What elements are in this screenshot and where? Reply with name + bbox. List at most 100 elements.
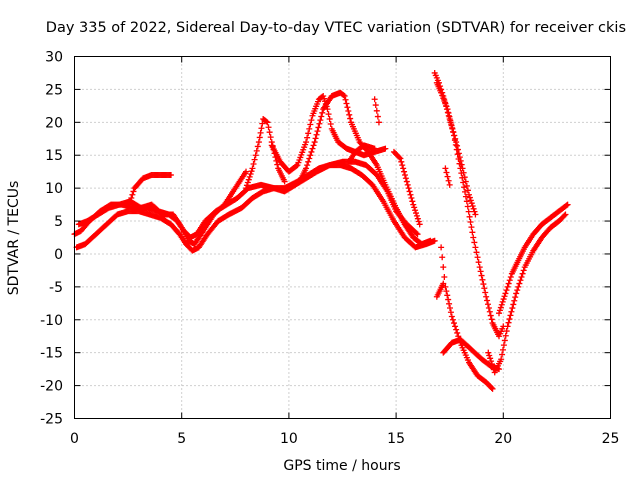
data-point bbox=[243, 185, 250, 192]
data-point bbox=[249, 165, 256, 172]
data-point bbox=[127, 198, 134, 205]
data-point bbox=[515, 283, 522, 290]
data-point bbox=[504, 323, 511, 330]
data-point bbox=[485, 305, 492, 312]
data-point bbox=[479, 276, 486, 283]
data-point bbox=[468, 200, 475, 207]
data-point bbox=[505, 280, 512, 287]
x-tick-label: 10 bbox=[280, 431, 298, 447]
data-point bbox=[438, 89, 445, 96]
x-tick-labels: 0 5 10 15 20 25 bbox=[70, 431, 619, 447]
data-point bbox=[499, 351, 506, 358]
y-tick-label: -20 bbox=[40, 379, 63, 395]
y-tick-label: 15 bbox=[45, 148, 63, 164]
data-point bbox=[414, 215, 421, 222]
data-point bbox=[458, 170, 465, 177]
data-point bbox=[441, 97, 448, 104]
data-point bbox=[371, 145, 378, 152]
data-point bbox=[397, 155, 404, 162]
data-point bbox=[471, 239, 478, 246]
data-series bbox=[433, 79, 507, 340]
chart-title: Day 335 of 2022, Sidereal Day-to-day VTE… bbox=[46, 20, 626, 36]
data-point bbox=[405, 185, 412, 192]
data-point bbox=[281, 178, 288, 185]
data-point bbox=[459, 174, 466, 181]
data-point bbox=[410, 201, 417, 208]
data-point bbox=[412, 207, 419, 214]
y-axis-label: SDTVAR / TECUs bbox=[6, 181, 22, 296]
data-point bbox=[372, 102, 379, 109]
data-point bbox=[413, 210, 420, 217]
data-point bbox=[314, 128, 321, 135]
data-point bbox=[263, 118, 270, 125]
data-point bbox=[345, 108, 352, 115]
plot-frame bbox=[74, 56, 611, 419]
data-point bbox=[255, 139, 262, 146]
data-point bbox=[465, 191, 472, 198]
data-point bbox=[462, 193, 469, 200]
data-point bbox=[445, 177, 452, 184]
data-point bbox=[413, 230, 420, 237]
data-point bbox=[443, 169, 450, 176]
data-point bbox=[463, 198, 470, 205]
data-point bbox=[513, 290, 520, 297]
data-point bbox=[449, 316, 456, 323]
data-point bbox=[453, 326, 460, 333]
data-point bbox=[266, 129, 273, 136]
data-point bbox=[253, 147, 260, 154]
x-axis-label: GPS time / hours bbox=[283, 458, 400, 474]
data-point bbox=[305, 130, 312, 137]
y-tick-label: -15 bbox=[40, 346, 63, 362]
data-point bbox=[485, 349, 492, 356]
data-point bbox=[467, 197, 474, 204]
data-point bbox=[438, 244, 445, 251]
data-layer bbox=[71, 69, 571, 392]
data-point bbox=[447, 117, 454, 124]
data-point bbox=[313, 131, 320, 138]
data-point bbox=[455, 155, 462, 162]
data-point bbox=[499, 298, 506, 305]
data-point bbox=[408, 195, 415, 202]
data-series bbox=[125, 171, 174, 211]
data-point bbox=[483, 293, 490, 300]
data-point bbox=[488, 316, 495, 323]
data-point bbox=[447, 309, 454, 316]
data-point bbox=[472, 244, 479, 251]
data-series bbox=[73, 162, 438, 254]
data-point bbox=[398, 158, 405, 165]
data-point bbox=[243, 182, 250, 189]
data-point bbox=[396, 154, 403, 161]
data-series bbox=[243, 116, 288, 192]
data-point bbox=[446, 113, 453, 120]
data-point bbox=[488, 384, 495, 391]
y-tick-label: -10 bbox=[40, 313, 63, 329]
data-point bbox=[448, 313, 455, 320]
data-point bbox=[130, 188, 137, 195]
data-point bbox=[446, 181, 453, 188]
data-point bbox=[510, 301, 517, 308]
data-point bbox=[409, 198, 416, 205]
y-tick-label: -5 bbox=[49, 280, 63, 296]
y-tick-label: 0 bbox=[54, 247, 63, 263]
data-point bbox=[476, 264, 483, 271]
y-tick-label: 20 bbox=[45, 115, 63, 131]
data-point bbox=[416, 221, 423, 228]
data-point bbox=[244, 179, 251, 186]
data-point bbox=[448, 121, 455, 128]
data-point bbox=[500, 296, 507, 303]
data-point bbox=[456, 160, 463, 167]
data-point bbox=[373, 107, 380, 114]
data-point bbox=[478, 272, 485, 279]
data-point bbox=[374, 113, 381, 120]
data-point bbox=[471, 208, 478, 215]
data-point bbox=[439, 254, 446, 261]
data-point bbox=[470, 205, 477, 212]
data-point bbox=[484, 297, 491, 304]
data-point bbox=[470, 234, 477, 241]
data-point bbox=[473, 249, 480, 256]
data-point bbox=[500, 342, 507, 349]
data-point bbox=[484, 301, 491, 308]
data-point bbox=[375, 119, 382, 126]
data-point bbox=[496, 307, 503, 314]
